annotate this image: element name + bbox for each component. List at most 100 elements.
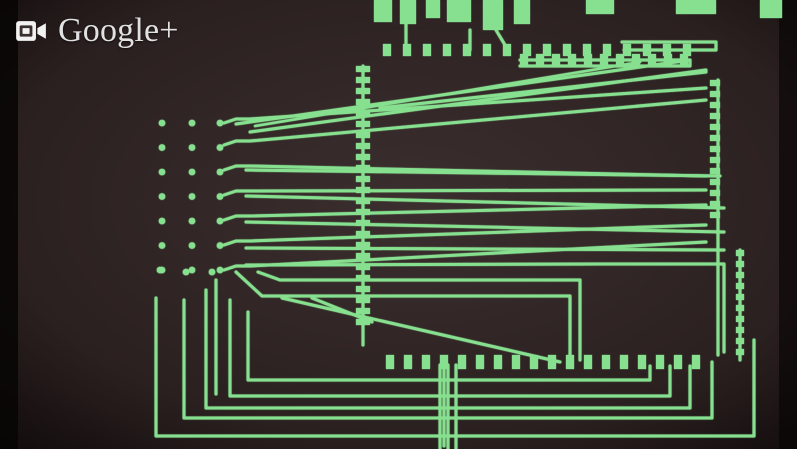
ic-bottom-pin bbox=[458, 355, 466, 369]
ic-bottom-pin bbox=[620, 355, 628, 369]
ic-bottom-pin bbox=[674, 355, 682, 369]
ic-top-pin bbox=[583, 44, 591, 56]
ic-top-pin bbox=[603, 44, 611, 56]
pcb-via bbox=[216, 168, 224, 176]
ic-bottom-pin bbox=[548, 355, 556, 369]
fanout-trace bbox=[222, 203, 708, 222]
bus-trace bbox=[244, 246, 726, 252]
bus-trace bbox=[244, 168, 722, 178]
top-pad bbox=[676, 0, 716, 14]
pcb-via bbox=[216, 217, 224, 225]
right-pin bbox=[710, 190, 720, 196]
right-pin bbox=[710, 80, 720, 86]
pcb-via bbox=[188, 217, 196, 225]
fanout-trace bbox=[222, 86, 708, 125]
routed-trace bbox=[598, 262, 726, 354]
right-pin bbox=[710, 157, 720, 163]
bus-trace bbox=[244, 220, 726, 234]
pcb-via bbox=[216, 144, 224, 151]
pcb-via bbox=[216, 119, 224, 127]
ic-bottom-pin bbox=[476, 355, 484, 369]
ic-bottom-pin bbox=[638, 355, 646, 369]
hangout-overlay: Google+ bbox=[14, 14, 179, 48]
top-pad bbox=[514, 0, 530, 24]
ic-bottom-pin bbox=[422, 355, 430, 369]
pcb-via bbox=[188, 242, 196, 249]
routed-trace bbox=[310, 296, 374, 324]
top-pad bbox=[447, 0, 471, 22]
ic-bottom-pin bbox=[512, 355, 520, 369]
right-pin bbox=[710, 212, 720, 218]
pcb-via bbox=[188, 144, 196, 151]
fanout-trace bbox=[222, 164, 708, 178]
top-pad bbox=[400, 0, 416, 24]
top-pad bbox=[426, 0, 440, 18]
pcb-via bbox=[158, 119, 166, 127]
pcb-via bbox=[188, 168, 196, 176]
top-pad bbox=[374, 0, 392, 22]
fanout-trace bbox=[222, 98, 708, 147]
top-pad bbox=[760, 0, 782, 18]
pcb-via bbox=[188, 119, 196, 127]
right-pin bbox=[710, 201, 720, 207]
ic-top-pin bbox=[443, 44, 451, 56]
pcb-via bbox=[208, 268, 216, 276]
ic-top-pin bbox=[563, 44, 571, 56]
pcb-via bbox=[188, 193, 196, 200]
pcb-via bbox=[158, 193, 166, 200]
pcb-via bbox=[158, 242, 166, 249]
right-pin bbox=[710, 124, 720, 130]
routed-trace bbox=[234, 270, 572, 367]
ic-bottom-pin bbox=[494, 355, 502, 369]
right-pin bbox=[710, 102, 720, 108]
bus-trace bbox=[244, 194, 726, 210]
pcb-via bbox=[216, 242, 224, 249]
fanout-trace bbox=[222, 188, 708, 197]
pcb-via bbox=[188, 266, 196, 274]
fanout-trace bbox=[222, 240, 708, 272]
ic-top-pin bbox=[423, 44, 431, 56]
bottom-loop-trace bbox=[228, 298, 672, 398]
ic-bottom-pin bbox=[656, 355, 664, 369]
right-pin bbox=[710, 135, 720, 141]
ic-bottom-pin bbox=[404, 355, 412, 369]
top-pad bbox=[483, 0, 503, 30]
routed-trace bbox=[256, 270, 582, 362]
right-pin bbox=[710, 168, 720, 174]
ic-bottom-pin bbox=[530, 355, 538, 369]
right-pin bbox=[710, 91, 720, 97]
ic-bottom-pin bbox=[602, 355, 610, 369]
routed-trace bbox=[280, 296, 562, 364]
top-bracket-trace bbox=[518, 58, 692, 68]
ic-top-pin bbox=[483, 44, 491, 56]
ic-top-pin bbox=[463, 44, 471, 56]
ic-bottom-pin bbox=[692, 355, 700, 369]
bus-trace bbox=[244, 262, 602, 267]
pcb-via bbox=[158, 168, 166, 176]
pcb-via bbox=[216, 193, 224, 200]
right-pin bbox=[710, 179, 720, 185]
pcb-via bbox=[156, 266, 164, 274]
right-pin bbox=[710, 113, 720, 119]
ic-top-pin bbox=[523, 44, 531, 56]
brand-logo-text: Google+ bbox=[58, 12, 179, 49]
ic-top-pin bbox=[383, 44, 391, 56]
pcb-via bbox=[158, 217, 166, 225]
right-pin bbox=[710, 146, 720, 152]
pcb-via bbox=[158, 144, 166, 151]
pcb-via bbox=[216, 266, 224, 274]
top-bracket-trace bbox=[620, 40, 718, 52]
video-camera-icon bbox=[16, 21, 46, 41]
pcb-traces bbox=[154, 0, 782, 449]
pcb-via bbox=[182, 268, 190, 276]
ic-bottom-pin bbox=[386, 355, 394, 369]
diagonal-trace bbox=[378, 70, 708, 110]
diagonal-trace bbox=[253, 60, 642, 128]
ic-top-pin bbox=[543, 44, 551, 56]
fanout-trace bbox=[222, 223, 708, 247]
ic-bottom-pin bbox=[584, 355, 592, 369]
ic-top-pin bbox=[403, 44, 411, 56]
top-pad bbox=[586, 0, 614, 14]
